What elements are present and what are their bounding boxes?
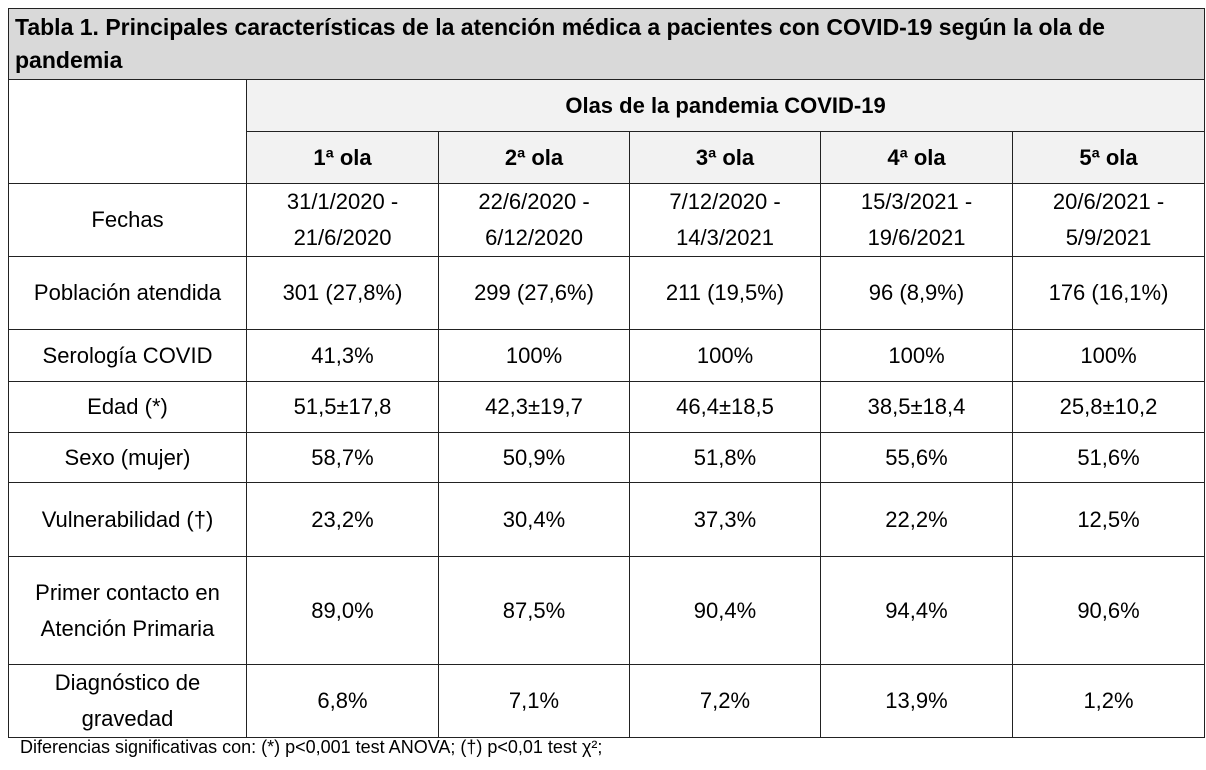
table-cell: 15/3/2021 - 19/6/2021 [820, 183, 1013, 257]
table-cell: 12,5% [1011, 482, 1206, 557]
table-cell: 31/1/2020 - 21/6/2020 [246, 183, 439, 257]
data-table: Tabla 1. Principales características de … [7, 8, 1206, 738]
table-cell: 7/12/2020 - 14/3/2021 [629, 183, 821, 257]
table-cell: 20/6/2021 - 5/9/2021 [1011, 183, 1206, 257]
table-row: Primer contacto en Atención Primaria 89,0… [8, 556, 1206, 665]
row-label: Serología COVID [8, 329, 247, 382]
table-cell: 23,2% [246, 482, 439, 557]
table-cell: 96 (8,9%) [820, 256, 1013, 330]
table-cell: 100% [438, 329, 630, 382]
row-label: Sexo (mujer) [8, 432, 247, 483]
table-cell: 100% [820, 329, 1013, 382]
table-cell: 94,4% [820, 556, 1013, 665]
column-header: 1ª ola [246, 131, 439, 184]
table-cell: 13,9% [820, 664, 1013, 738]
table-cell: 301 (27,8%) [246, 256, 439, 330]
table-cell: 7,1% [438, 664, 630, 738]
row-label: Edad (*) [8, 381, 247, 433]
table-cell: 6,8% [246, 664, 439, 738]
table-cell: 87,5% [438, 556, 630, 665]
column-header: 3ª ola [629, 131, 821, 184]
table-cell: 25,8±10,2 [1011, 381, 1206, 433]
table-row: Serología COVID 41,3% 100% 100% 100% 100% [8, 329, 1206, 382]
table-row: Vulnerabilidad (†) 23,2% 30,4% 37,3% 22,2% 12… [8, 482, 1206, 557]
row-label: Fechas [8, 183, 247, 257]
table-cell: 100% [1011, 329, 1206, 382]
table-row: Diagnóstico de gravedad 6,8% 7,1% 7,2% 13,9%… [8, 664, 1206, 738]
table-cell: 1,2% [1011, 664, 1206, 738]
table-cell: 50,9% [438, 432, 630, 483]
table-title: Tabla 1. Principales características de … [7, 8, 1206, 80]
table-cell: 211 (19,5%) [629, 256, 821, 330]
table-cell: 55,6% [820, 432, 1013, 483]
table-cell: 30,4% [438, 482, 630, 557]
table-cell: 299 (27,6%) [438, 256, 630, 330]
footnote: Diferencias significativas con: (*) p<0,… [20, 737, 603, 757]
table-cell: 22,2% [820, 482, 1013, 557]
column-header: 2ª ola [438, 131, 630, 184]
column-header: 4ª ola [820, 131, 1013, 184]
table-cell: 51,8% [629, 432, 821, 483]
table-cell: 89,0% [246, 556, 439, 665]
row-label: Primer contacto en Atención Primaria [8, 556, 247, 665]
table-row: Sexo (mujer) 58,7% 50,9% 51,8% 55,6% 51,6% [8, 432, 1206, 483]
table-cell: 22/6/2020 - 6/12/2020 [438, 183, 630, 257]
group-header: Olas de la pandemia COVID-19 [245, 79, 1206, 132]
table-cell: 58,7% [246, 432, 439, 483]
table-cell: 90,4% [629, 556, 821, 665]
table-cell: 176 (16,1%) [1011, 256, 1206, 330]
row-label: Población atendida [8, 256, 247, 330]
column-header: 5ª ola [1011, 131, 1206, 184]
table-cell: 42,3±19,7 [438, 381, 630, 433]
table-row: Fechas 31/1/2020 - 21/6/2020 22/6/2020 - 6… [8, 183, 1206, 257]
row-label: Vulnerabilidad (†) [8, 482, 247, 557]
table-cell: 51,6% [1011, 432, 1206, 483]
empty-corner [8, 79, 247, 184]
table-container: Tabla 1. Principales características de … [7, 8, 1206, 738]
table-cell: 90,6% [1011, 556, 1206, 665]
table-cell: 100% [629, 329, 821, 382]
table-cell: 41,3% [246, 329, 439, 382]
table-cell: 37,3% [629, 482, 821, 557]
table-cell: 51,5±17,8 [246, 381, 439, 433]
table-row: Edad (*) 51,5±17,8 42,3±19,7 46,4±18,5 38,5±… [8, 381, 1206, 433]
table-cell: 46,4±18,5 [629, 381, 821, 433]
table-row: Población atendida 301 (27,8%) 299 (27,6%)… [8, 256, 1206, 330]
table-cell: 38,5±18,4 [820, 381, 1013, 433]
table-cell: 7,2% [629, 664, 821, 738]
row-label: Diagnóstico de gravedad [8, 664, 247, 738]
